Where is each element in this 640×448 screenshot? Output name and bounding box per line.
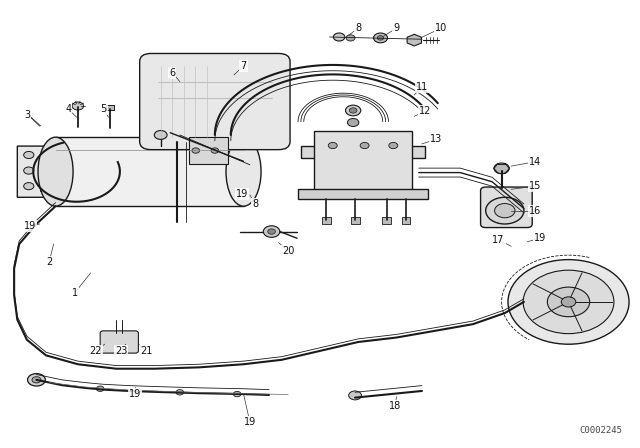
Circle shape bbox=[234, 392, 241, 397]
Circle shape bbox=[389, 142, 397, 149]
Bar bbox=[322, 217, 331, 224]
Text: 20: 20 bbox=[282, 246, 294, 256]
Circle shape bbox=[523, 270, 614, 334]
Text: 1: 1 bbox=[72, 288, 77, 298]
Text: 19: 19 bbox=[534, 233, 546, 243]
Circle shape bbox=[495, 203, 515, 218]
Text: 8: 8 bbox=[252, 199, 258, 209]
Ellipse shape bbox=[226, 137, 261, 206]
Text: 18: 18 bbox=[389, 401, 401, 411]
Circle shape bbox=[211, 148, 219, 153]
Bar bbox=[351, 217, 360, 224]
Circle shape bbox=[328, 142, 337, 149]
FancyBboxPatch shape bbox=[140, 53, 290, 150]
Text: 21: 21 bbox=[141, 346, 153, 356]
Bar bbox=[401, 217, 410, 224]
Circle shape bbox=[346, 105, 361, 116]
Circle shape bbox=[176, 390, 184, 395]
Text: 14: 14 bbox=[529, 157, 541, 167]
Text: 9: 9 bbox=[394, 23, 399, 33]
Text: 3: 3 bbox=[24, 110, 30, 120]
Text: 17: 17 bbox=[492, 235, 504, 245]
Text: 10: 10 bbox=[435, 23, 447, 33]
Circle shape bbox=[32, 377, 41, 383]
Circle shape bbox=[192, 148, 200, 153]
Text: 7: 7 bbox=[241, 61, 246, 71]
Circle shape bbox=[268, 229, 275, 234]
Circle shape bbox=[154, 130, 167, 139]
Text: 2: 2 bbox=[46, 257, 52, 267]
Bar bbox=[298, 189, 428, 198]
Text: C0002245: C0002245 bbox=[580, 426, 623, 435]
Circle shape bbox=[494, 163, 509, 174]
Circle shape bbox=[360, 142, 369, 149]
Circle shape bbox=[348, 118, 359, 126]
Text: 13: 13 bbox=[430, 134, 442, 144]
Text: 5: 5 bbox=[100, 104, 106, 114]
Bar bbox=[383, 217, 392, 224]
Circle shape bbox=[486, 197, 524, 224]
Circle shape bbox=[349, 391, 362, 400]
Text: 22: 22 bbox=[90, 346, 102, 356]
Text: 6: 6 bbox=[169, 68, 175, 78]
Circle shape bbox=[24, 151, 34, 159]
Bar bbox=[106, 105, 113, 110]
Circle shape bbox=[346, 35, 355, 41]
Text: 4: 4 bbox=[65, 104, 71, 114]
Text: 19: 19 bbox=[129, 389, 141, 399]
Bar bbox=[314, 130, 412, 190]
Circle shape bbox=[374, 33, 388, 43]
Circle shape bbox=[333, 33, 345, 41]
Polygon shape bbox=[407, 34, 422, 46]
Bar bbox=[56, 137, 244, 206]
Circle shape bbox=[24, 183, 34, 190]
Bar bbox=[40, 153, 59, 190]
Circle shape bbox=[24, 167, 34, 174]
Bar bbox=[189, 137, 228, 164]
Text: 11: 11 bbox=[416, 82, 428, 92]
Text: 19: 19 bbox=[244, 417, 256, 427]
Bar bbox=[301, 146, 425, 158]
Text: 16: 16 bbox=[529, 206, 541, 215]
Circle shape bbox=[72, 102, 84, 110]
Text: 19: 19 bbox=[236, 189, 248, 199]
Text: 12: 12 bbox=[419, 106, 431, 116]
Circle shape bbox=[561, 297, 576, 307]
Ellipse shape bbox=[38, 137, 73, 206]
Text: 23: 23 bbox=[115, 346, 127, 356]
Circle shape bbox=[547, 287, 589, 317]
Text: 8: 8 bbox=[355, 23, 362, 33]
Circle shape bbox=[378, 36, 384, 40]
Circle shape bbox=[263, 226, 280, 237]
FancyBboxPatch shape bbox=[481, 187, 532, 228]
FancyBboxPatch shape bbox=[100, 331, 138, 353]
Circle shape bbox=[28, 374, 45, 386]
Text: 19: 19 bbox=[24, 221, 36, 231]
Circle shape bbox=[97, 386, 104, 392]
Circle shape bbox=[349, 108, 357, 113]
Polygon shape bbox=[17, 146, 65, 197]
Circle shape bbox=[508, 260, 629, 344]
Text: 15: 15 bbox=[529, 181, 541, 191]
